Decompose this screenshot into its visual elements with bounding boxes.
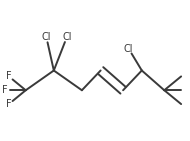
Text: F: F (2, 85, 8, 95)
Text: F: F (6, 99, 12, 109)
Text: Cl: Cl (62, 32, 72, 42)
Text: F: F (6, 71, 12, 81)
Text: Cl: Cl (124, 44, 133, 54)
Text: Cl: Cl (42, 32, 51, 42)
